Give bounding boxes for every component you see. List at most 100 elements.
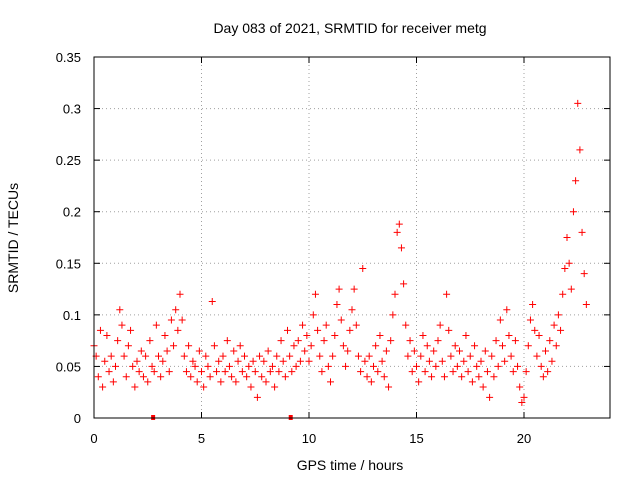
data-point (410, 347, 418, 355)
data-point (537, 362, 545, 370)
data-point (292, 362, 300, 370)
ticks-layer (93, 56, 610, 419)
data-point (354, 352, 362, 360)
data-point (268, 362, 276, 370)
y-tick-label: 0.35 (56, 50, 81, 65)
data-point (464, 368, 472, 376)
data-point (301, 347, 309, 355)
data-point (305, 357, 313, 365)
tick-labels-layer: 0 5 10 15 20 0 0.05 0.1 0.15 0.2 0.25 0.3 0.35 (56, 50, 532, 446)
data-point (546, 337, 554, 345)
data-point (580, 270, 588, 278)
data-point (488, 352, 496, 360)
data-point (372, 342, 380, 350)
data-point (514, 362, 522, 370)
data-point (492, 337, 500, 345)
data-point (393, 228, 401, 236)
data-point (174, 326, 182, 334)
data-point (152, 321, 160, 329)
data-point (357, 368, 365, 376)
data-point (406, 337, 414, 345)
data-point (447, 352, 455, 360)
data-point (264, 347, 272, 355)
data-point (185, 342, 193, 350)
data-point (417, 352, 425, 360)
data-point (522, 368, 530, 376)
y-tick-label: 0.05 (56, 359, 81, 374)
data-point (187, 373, 195, 381)
data-point (159, 357, 167, 365)
data-point (397, 244, 405, 252)
data-point (531, 326, 539, 334)
data-point (413, 362, 420, 370)
data-point (232, 378, 240, 386)
data-point (458, 373, 466, 381)
data-point (367, 378, 375, 386)
data-point (557, 326, 565, 334)
data-point (200, 383, 208, 391)
data-point (505, 331, 513, 339)
data-point (344, 347, 352, 355)
data-point (165, 368, 173, 376)
data-point (434, 337, 442, 345)
data-point (238, 368, 246, 376)
data-point (402, 321, 410, 329)
data-point (144, 378, 152, 386)
data-point (182, 368, 190, 376)
data-point (436, 321, 444, 329)
data-point (273, 352, 281, 360)
data-point (483, 368, 491, 376)
data-point (333, 301, 341, 309)
data-point (258, 373, 266, 381)
plot-frame (93, 56, 611, 419)
data-point (449, 368, 457, 376)
data-point (475, 373, 483, 381)
data-point (195, 347, 203, 355)
data-point (133, 357, 141, 365)
data-point (561, 264, 569, 272)
data-point (101, 357, 109, 365)
data-point (567, 285, 575, 293)
data-point (578, 228, 586, 236)
x-tick-label: 5 (198, 431, 205, 446)
data-point (419, 331, 427, 339)
data-point (249, 357, 257, 365)
data-point (296, 357, 304, 365)
data-point (511, 337, 519, 345)
data-point (327, 378, 334, 386)
data-point (176, 290, 184, 298)
data-point (376, 331, 384, 339)
points-layer (90, 99, 590, 407)
data-point (524, 342, 532, 350)
data-point (559, 290, 567, 298)
data-point (208, 297, 216, 305)
data-point (572, 177, 580, 185)
data-point (142, 352, 150, 360)
data-point (443, 290, 451, 298)
data-point (318, 368, 326, 376)
data-point (352, 321, 360, 329)
data-point (161, 331, 169, 339)
data-point (494, 362, 502, 370)
data-point (324, 362, 332, 370)
data-point (440, 373, 448, 381)
data-point (204, 362, 212, 370)
data-point (453, 362, 461, 370)
data-point (215, 357, 223, 365)
x-tick-label: 10 (302, 431, 316, 446)
data-point (167, 316, 175, 324)
data-point (518, 399, 526, 407)
data-point (526, 316, 534, 324)
data-point (486, 393, 494, 401)
data-point (191, 362, 199, 370)
data-point (520, 393, 528, 401)
data-point (286, 352, 294, 360)
data-point (337, 316, 345, 324)
data-point (120, 352, 128, 360)
data-point (290, 342, 298, 350)
data-point (103, 331, 111, 339)
y-tick-label: 0 (74, 411, 81, 426)
data-point (225, 362, 233, 370)
data-point (430, 347, 438, 355)
